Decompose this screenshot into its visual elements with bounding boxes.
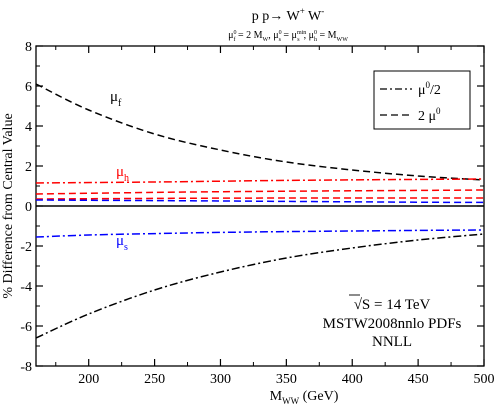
y-tick-label: 8 (25, 40, 32, 55)
x-tick-label: 300 (210, 372, 231, 387)
annotation: √S = 14 TeV MSTW2008nnlo PDFs NNLL (323, 294, 462, 350)
y-tick-label: 4 (25, 120, 32, 135)
series-h-central-ish (35, 197, 484, 200)
x-axis-label: MWW (GeV) (270, 389, 339, 405)
annotation-line-1: √S = 14 TeV (354, 297, 431, 313)
axis-ticks: 200 250 300 350 400 450 500 -8 -6 -4 -2 0 2 4 6 8 (20, 40, 494, 387)
series-h-2mu0 (35, 189, 485, 195)
x-tick-label: 200 (78, 372, 99, 387)
annotation-line-2: MSTW2008nnlo PDFs (323, 316, 462, 332)
y-tick-label: 2 (25, 160, 32, 175)
chart-subtitle: μ0 f = 2 MW, μ0 s = μmin s, μ0 h = MWW (228, 30, 348, 43)
y-tick-label: -6 (20, 320, 32, 335)
x-tick-label: 500 (474, 372, 495, 387)
y-tick-label: -2 (20, 240, 32, 255)
annotation-line-3: NNLL (372, 334, 412, 350)
legend-box (373, 70, 471, 130)
legend: μ0/2 2 μ0 (373, 70, 471, 130)
y-tick-label: 6 (25, 80, 32, 95)
x-tick-label: 400 (342, 372, 363, 387)
y-tick-label: -4 (20, 280, 32, 295)
series-s-mu0/2 (35, 229, 485, 238)
legend-label-double: 2 μ0 (418, 106, 441, 124)
curve-label-mu-h: μh (116, 164, 129, 184)
series-h-mu0/2 (35, 178, 485, 184)
legend-label-half: μ0/2 (418, 80, 441, 98)
curve-label-mu-f: μf (110, 89, 122, 109)
y-axis-label: % Difference from Central Value (1, 113, 16, 298)
chart-title: p p→ W+ W- (252, 6, 325, 24)
series-f-mu0/2 (35, 233, 485, 339)
series-s-2mu0 (35, 199, 485, 204)
series-f-2mu0 (35, 83, 485, 181)
y-tick-label: -8 (20, 360, 32, 375)
series-group (35, 83, 485, 339)
curve-label-mu-s: μs (116, 233, 128, 253)
x-tick-label: 250 (144, 372, 165, 387)
x-tick-label: 450 (408, 372, 429, 387)
x-tick-label: 350 (276, 372, 297, 387)
y-tick-label: 0 (25, 200, 32, 215)
